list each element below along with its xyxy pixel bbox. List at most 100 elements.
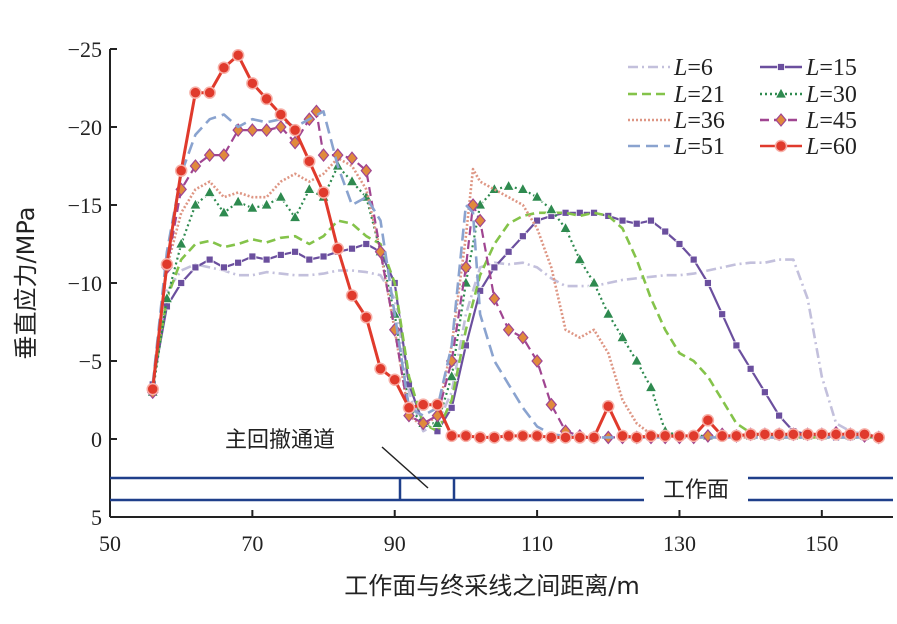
series-7 — [146, 48, 886, 444]
data-point — [305, 255, 314, 264]
data-point — [661, 227, 670, 236]
data-point — [203, 148, 216, 163]
series-2 — [151, 211, 879, 439]
data-point — [689, 255, 698, 264]
data-point — [504, 247, 513, 256]
x-tick-label: 90 — [384, 531, 406, 556]
data-point — [402, 401, 416, 415]
legend-label-var: L — [805, 55, 819, 81]
legend-label: L=6 — [673, 55, 713, 81]
y-tick-label: 0 — [91, 427, 102, 452]
data-point — [718, 310, 727, 319]
data-point — [502, 179, 515, 191]
data-point — [416, 398, 430, 411]
data-point — [715, 429, 729, 443]
x-axis-title: 工作面与终采线之间距离/m — [344, 572, 639, 600]
data-point — [274, 108, 288, 121]
series-line — [151, 211, 879, 439]
data-point — [177, 279, 186, 287]
data-point — [374, 362, 387, 376]
data-point — [517, 330, 529, 345]
x-tick-label: 50 — [99, 531, 121, 556]
data-point — [787, 428, 800, 441]
data-point — [502, 429, 515, 443]
data-point — [675, 240, 684, 248]
data-point — [490, 263, 499, 272]
roadway-diagram: 工作面 主回撤通道 — [110, 428, 893, 506]
data-point — [744, 428, 757, 441]
data-point — [518, 232, 527, 241]
legend-label: L=45 — [805, 108, 857, 134]
data-point — [829, 428, 843, 441]
legend-item: L=60 — [760, 134, 857, 160]
x-tick-label: 150 — [805, 531, 838, 556]
data-point — [218, 148, 230, 163]
data-point — [203, 86, 216, 99]
data-point — [801, 428, 814, 441]
series-line — [151, 53, 880, 439]
series-line — [151, 258, 879, 438]
data-point — [673, 429, 686, 443]
data-point — [575, 208, 584, 217]
data-point — [460, 260, 472, 275]
data-point — [310, 104, 323, 119]
data-point — [288, 210, 302, 222]
data-point — [559, 431, 572, 444]
data-point — [260, 123, 273, 138]
legend-label-value: =15 — [819, 55, 857, 81]
data-point — [545, 397, 558, 412]
data-point — [602, 399, 615, 413]
data-point — [374, 244, 387, 259]
data-point — [231, 195, 245, 207]
data-point — [530, 190, 544, 202]
data-point — [445, 429, 458, 443]
legend-label-value: =6 — [687, 55, 713, 81]
series-line — [151, 156, 879, 439]
data-point — [260, 92, 273, 106]
data-point — [260, 198, 273, 210]
data-point — [775, 411, 784, 420]
data-point — [644, 429, 658, 443]
data-point — [146, 382, 159, 396]
legend-label-value: =45 — [819, 108, 857, 134]
data-point — [630, 431, 643, 444]
data-point — [702, 428, 714, 443]
legend-label: L=60 — [805, 134, 857, 160]
data-point — [616, 429, 629, 443]
data-point — [262, 255, 271, 264]
data-point — [346, 151, 358, 166]
data-point — [388, 373, 401, 386]
legend-marker — [777, 63, 785, 71]
data-point — [246, 123, 259, 138]
data-point — [701, 414, 715, 427]
legend-label-value: =30 — [819, 82, 857, 108]
data-point — [331, 242, 345, 255]
face-label-bg — [644, 470, 748, 506]
data-point — [658, 429, 672, 443]
data-point — [317, 148, 330, 163]
data-point — [530, 429, 544, 443]
roadway-label: 主回撤通道 — [225, 428, 335, 453]
data-point — [276, 251, 285, 259]
y-tick-label: −10 — [68, 271, 102, 296]
data-point — [189, 198, 202, 210]
data-point — [191, 263, 200, 272]
legend-label-var: L — [673, 108, 687, 134]
legend-item: L=36 — [628, 108, 725, 134]
data-point — [303, 155, 316, 168]
series-line — [151, 164, 879, 439]
data-point — [431, 398, 444, 411]
series-4 — [151, 156, 879, 439]
data-point — [644, 380, 658, 392]
legend-item: L=21 — [628, 82, 725, 108]
legend-marker — [774, 139, 788, 153]
legend-label-var: L — [673, 134, 687, 160]
data-point — [417, 416, 429, 431]
data-point — [602, 307, 615, 319]
roadway-pointer — [381, 446, 429, 489]
y-tick-label: 5 — [91, 505, 102, 530]
legend-label-value: =60 — [819, 134, 857, 160]
legend-label: L=36 — [673, 108, 725, 134]
data-point — [488, 291, 501, 306]
data-point — [217, 61, 231, 74]
